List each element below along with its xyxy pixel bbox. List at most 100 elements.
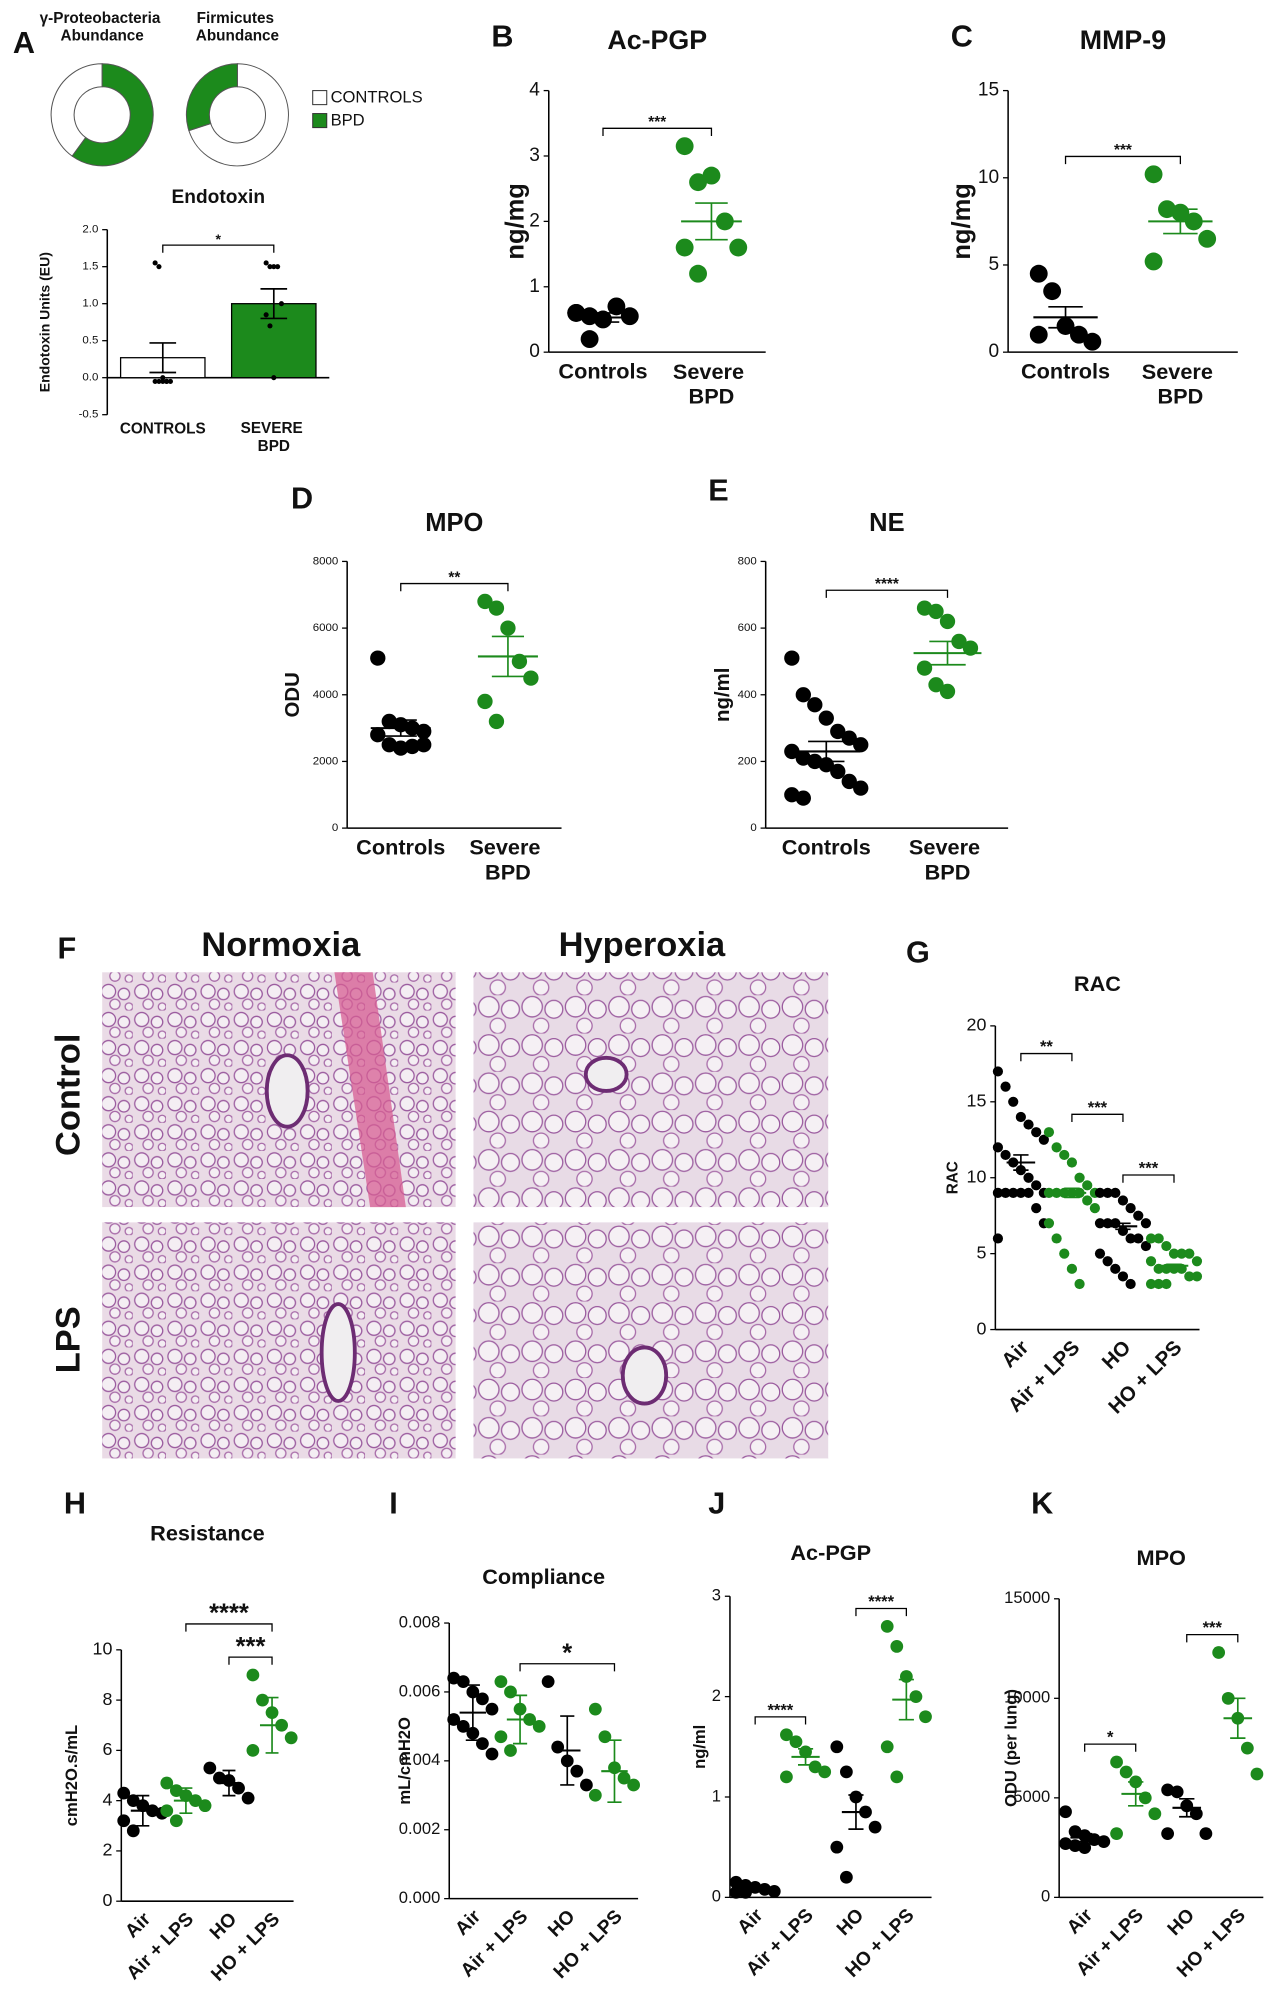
x-tick-label: Air <box>451 1906 485 1940</box>
data-point <box>198 1799 212 1813</box>
y-tick-label: 4 <box>529 80 540 101</box>
data-point <box>1144 165 1163 184</box>
data-point <box>1117 1225 1129 1236</box>
chart-title: Ac-PGP <box>607 25 707 55</box>
y-tick-label: 0 <box>750 822 756 834</box>
y-tick-label: 5 <box>989 254 1000 275</box>
data-point <box>1059 1149 1070 1161</box>
error-bar <box>586 312 620 323</box>
data-point <box>271 375 277 381</box>
data-point <box>169 1814 183 1828</box>
error-bar <box>797 1747 814 1766</box>
chart-title: MPO <box>425 509 483 537</box>
data-point <box>588 1788 602 1802</box>
significance-label: **** <box>209 1600 249 1628</box>
panel-letter: D <box>291 481 313 515</box>
data-point <box>909 1690 923 1703</box>
data-point <box>1023 1119 1034 1130</box>
data-point <box>1133 1233 1144 1244</box>
data-point <box>278 301 285 307</box>
y-tick-label: 1.5 <box>82 261 98 273</box>
y-axis-label: Endotoxin Units (EU) <box>37 252 53 392</box>
x-tick-label: HO <box>1098 1337 1135 1374</box>
data-point <box>928 603 944 620</box>
y-tick-label: 1 <box>712 1786 721 1805</box>
data-point <box>416 737 432 753</box>
y-tick-label: 0.004 <box>399 1750 441 1769</box>
data-point <box>830 723 846 740</box>
y-tick-label: 3 <box>712 1586 721 1605</box>
significance-label: **** <box>868 1592 894 1611</box>
data-point <box>780 1728 793 1742</box>
data-point <box>1125 1233 1136 1244</box>
data-point <box>1074 1278 1085 1290</box>
airway <box>319 1302 357 1403</box>
data-point <box>477 593 493 610</box>
y-tick-label: 10 <box>978 167 999 188</box>
data-point <box>1161 1783 1174 1797</box>
y-tick-label: 6000 <box>313 622 339 634</box>
data-point <box>1074 1172 1085 1183</box>
y-tick-label: 20 <box>967 1015 987 1035</box>
data-point <box>1094 1187 1106 1199</box>
data-point <box>267 323 273 329</box>
data-point <box>729 1875 743 1889</box>
y-tick-label: 4 <box>102 1789 112 1809</box>
y-tick-label: 8 <box>102 1689 112 1709</box>
y-tick-label: 0 <box>332 822 338 834</box>
panel-letter: J <box>708 1487 725 1521</box>
significance-label: **** <box>875 576 899 593</box>
data-point <box>807 697 823 713</box>
significance-bracket <box>400 582 509 592</box>
data-point <box>1015 1111 1026 1123</box>
data-point <box>156 378 162 384</box>
data-point <box>456 1720 470 1733</box>
data-point <box>1000 1187 1011 1199</box>
x-tick-label: Air <box>1063 1905 1097 1939</box>
data-point <box>1031 1180 1042 1191</box>
data-point <box>1094 1218 1106 1229</box>
data-point <box>1145 1256 1157 1267</box>
significance-label: * <box>1107 1728 1114 1747</box>
data-point <box>1043 282 1062 301</box>
data-point <box>504 1744 517 1757</box>
y-tick-label: 2000 <box>313 755 339 767</box>
y-tick-label: 6 <box>102 1739 112 1759</box>
y-axis-label: ng/ml <box>712 668 734 722</box>
y-tick-label: 10000 <box>1004 1688 1050 1707</box>
y-tick-label: 4000 <box>313 689 339 701</box>
data-point <box>504 1685 517 1699</box>
error-bar <box>1230 1697 1246 1739</box>
data-point <box>370 650 386 666</box>
significance-label: **** <box>767 1700 793 1719</box>
error-bar <box>136 1794 150 1827</box>
y-tick-label: 1.0 <box>82 298 98 310</box>
data-point <box>1038 1134 1049 1145</box>
significance-bracket <box>1084 1743 1137 1752</box>
data-point <box>729 1885 743 1899</box>
data-point <box>160 1804 174 1818</box>
data-point <box>1145 1278 1157 1290</box>
data-point <box>1191 1256 1203 1267</box>
error-bar <box>898 1678 914 1721</box>
error-bar <box>1077 1832 1093 1843</box>
data-point <box>780 1770 793 1784</box>
data-point <box>1168 1248 1180 1259</box>
data-point <box>890 1770 904 1784</box>
x-tick-label: Air <box>734 1905 768 1939</box>
data-point <box>1199 1827 1213 1841</box>
error-bar <box>512 1694 528 1745</box>
legend-label: BPD <box>331 111 365 130</box>
data-point <box>494 1730 508 1744</box>
data-point <box>784 787 800 803</box>
data-point <box>447 1713 461 1726</box>
data-point <box>284 1731 298 1745</box>
data-point <box>164 378 170 384</box>
data-point <box>1184 1271 1195 1282</box>
data-point <box>1051 1187 1062 1199</box>
data-point <box>830 763 846 780</box>
data-point <box>241 1791 255 1805</box>
significance-label: *** <box>1139 1159 1159 1178</box>
data-point <box>702 166 721 185</box>
data-point <box>1140 1218 1152 1229</box>
